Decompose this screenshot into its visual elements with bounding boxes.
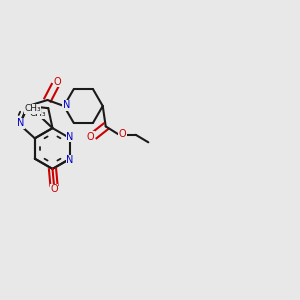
Text: CH₃: CH₃ [29,109,46,118]
Text: N: N [67,155,74,165]
Text: CH₃: CH₃ [24,104,41,113]
Text: O: O [54,77,61,87]
Text: N: N [63,100,70,110]
Text: N: N [67,132,74,142]
Text: O: O [50,184,58,194]
Text: O: O [87,132,94,142]
Text: N: N [17,118,25,128]
Text: O: O [118,129,126,139]
